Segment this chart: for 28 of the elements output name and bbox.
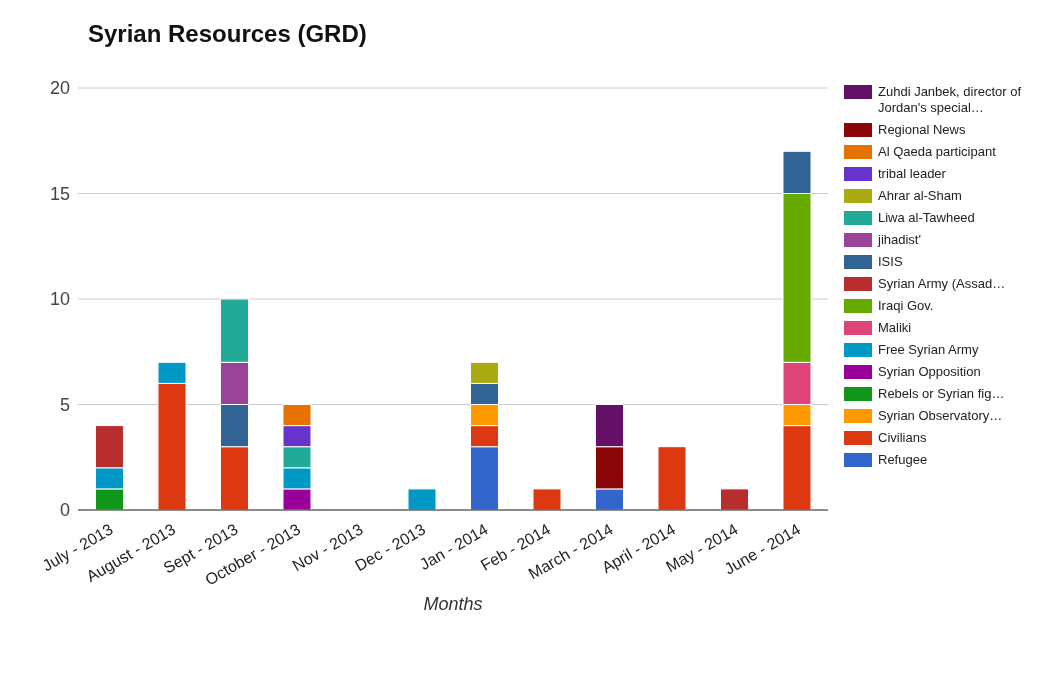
- chart-title: Syrian Resources (GRD): [88, 20, 367, 48]
- legend-label: Zuhdi Janbek, director of Jordan's special…: [878, 84, 1023, 116]
- legend-label: Civilians: [878, 430, 927, 446]
- legend-label: Regional News: [878, 122, 966, 138]
- x-axis-title: Months: [423, 594, 483, 614]
- legend-label: Syrian Army (Assad…: [878, 276, 1006, 292]
- bar: [532, 488, 562, 510]
- y-tick-label: 15: [49, 183, 70, 204]
- legend-label: Al Qaeda participant: [878, 144, 996, 160]
- y-tick-label: 0: [59, 500, 70, 521]
- y-tick-label: 10: [49, 289, 70, 310]
- legend-label: Free Syrian Army: [878, 342, 979, 358]
- legend-label: Syrian Opposition: [878, 364, 981, 380]
- legend-label: ISIS: [878, 254, 903, 270]
- bar: [720, 488, 749, 510]
- legend-label: tribal leader: [878, 166, 946, 182]
- legend-label: Iraqi Gov.: [878, 298, 934, 314]
- y-tick-label: 20: [49, 78, 70, 99]
- legend-label: Liwa al-Tawheed: [878, 210, 975, 226]
- y-tick-label: 5: [59, 394, 70, 415]
- legend-label: Rebels or Syrian fig…: [878, 386, 1005, 402]
- legend-label: Refugee: [878, 452, 928, 468]
- bar: [657, 446, 687, 510]
- legend-label: jihadist': [878, 232, 921, 248]
- legend-label: Syrian Observatory…: [878, 408, 1003, 424]
- legend-label: Ahrar al-Sham: [878, 188, 962, 204]
- bar: [407, 488, 437, 510]
- legend-label: Maliki: [878, 320, 912, 336]
